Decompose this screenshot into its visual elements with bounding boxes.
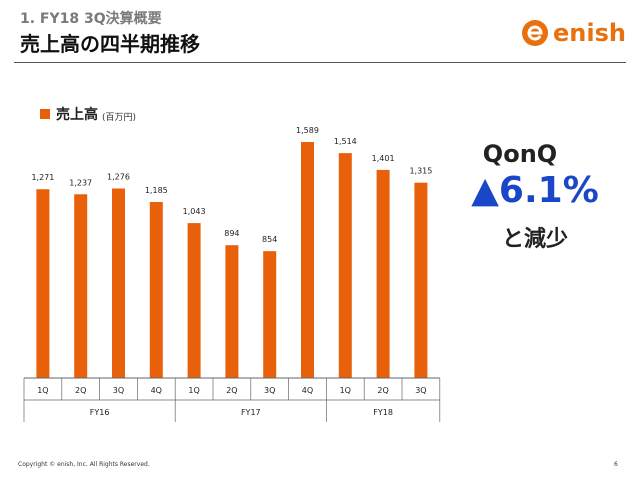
data-label-10: 1,401 [372, 154, 395, 163]
data-label-5: 1,043 [183, 207, 206, 216]
bar-7 [263, 251, 277, 378]
bar-2 [74, 194, 88, 378]
bar-5 [187, 223, 201, 378]
copyright-text: Copyright © enish, Inc. All Rights Reser… [18, 461, 150, 468]
x-tick-label-6: 2Q [226, 386, 237, 395]
x-tick-label-5: 1Q [188, 386, 199, 395]
page-number: 6 [614, 461, 618, 468]
bar-9 [338, 153, 352, 378]
data-label-9: 1,514 [334, 137, 357, 146]
enish-logo-icon [522, 20, 548, 46]
data-label-7: 854 [262, 235, 277, 244]
page-title: 売上高の四半期推移 [20, 32, 200, 56]
legend-unit: (百万円) [102, 112, 137, 123]
bar-11 [414, 182, 428, 378]
qoq-change-value: ▲6.1% [471, 170, 599, 211]
data-label-8: 1,589 [296, 126, 319, 135]
qoq-change-text: と減少 [501, 227, 568, 252]
logo-wordmark: enish [553, 19, 626, 47]
x-tick-label-3: 3Q [113, 386, 124, 395]
qoq-label: QonQ [482, 140, 558, 168]
data-label-11: 1,315 [409, 167, 432, 176]
x-tick-label-11: 3Q [415, 386, 426, 395]
x-tick-label-2: 2Q [75, 386, 86, 395]
group-label-fy18: FY18 [373, 408, 393, 417]
data-label-6: 894 [224, 229, 239, 238]
chart-legend: 売上高 (百万円) [40, 104, 136, 124]
data-label-4: 1,185 [145, 186, 168, 195]
x-tick-label-1: 1Q [37, 386, 48, 395]
data-label-1: 1,271 [31, 173, 54, 182]
x-tick-label-4: 4Q [151, 386, 162, 395]
legend-label: 売上高 [56, 107, 98, 123]
bar-1 [36, 189, 50, 378]
header-divider [14, 62, 626, 63]
bar-3 [112, 188, 125, 378]
data-label-2: 1,237 [69, 178, 92, 187]
x-tick-label-8: 4Q [302, 386, 313, 395]
data-label-3: 1,276 [107, 172, 130, 181]
x-tick-label-10: 2Q [377, 386, 388, 395]
qoq-callout: QonQ ▲6.1% と減少 [440, 140, 630, 253]
bar-4 [149, 202, 163, 378]
x-tick-label-7: 3Q [264, 386, 275, 395]
bar-6 [225, 245, 239, 378]
legend-swatch [40, 109, 50, 119]
x-tick-label-9: 1Q [340, 386, 351, 395]
section-subtitle: 1. FY18 3Q決算概要 [20, 11, 162, 27]
bar-8 [301, 142, 314, 378]
enish-logo: enish [521, 18, 626, 48]
bar-10 [376, 169, 390, 378]
group-label-fy16: FY16 [90, 408, 110, 417]
group-label-fy17: FY17 [241, 408, 261, 417]
